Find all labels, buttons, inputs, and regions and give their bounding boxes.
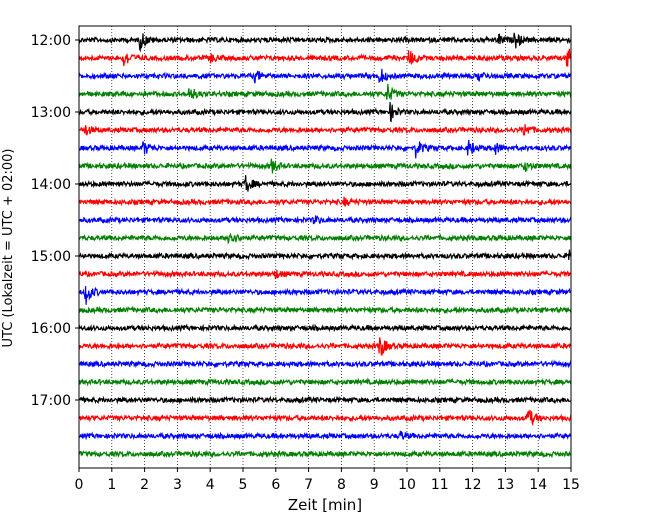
trace-1600 [78, 323, 572, 333]
trace-1615 [78, 337, 572, 356]
trace-1230 [78, 68, 572, 84]
trace-1300 [78, 101, 572, 123]
trace-1530 [78, 286, 572, 305]
x-tick-label: 3 [173, 477, 182, 493]
y-axis-ticks: 12:00 13:00 14:00 15:00 16:00 17:00 [31, 33, 79, 409]
trace-1630 [78, 359, 572, 369]
x-axis-label: Zeit [min] [288, 496, 362, 514]
x-tick-label: 8 [337, 477, 346, 493]
x-tick-label: 12 [464, 477, 482, 493]
trace-1430 [78, 215, 572, 225]
x-tick-label: 11 [431, 477, 449, 493]
trace-1200 [78, 32, 572, 53]
x-tick-label: 6 [271, 477, 280, 493]
x-tick-label: 2 [140, 477, 149, 493]
trace-group [78, 32, 572, 459]
y-tick-label: 17:00 [31, 393, 71, 409]
x-tick-label: 4 [206, 477, 215, 493]
trace-1315 [78, 124, 572, 136]
trace-1345 [78, 158, 572, 174]
trace-1445 [78, 232, 572, 245]
trace-1400 [78, 175, 572, 192]
x-tick-label: 10 [398, 477, 416, 493]
y-tick-label: 16:00 [31, 321, 71, 337]
trace-1730 [78, 430, 572, 441]
x-tick-label: 1 [107, 477, 116, 493]
trace-1245 [78, 83, 572, 100]
trace-1745 [78, 449, 572, 459]
x-tick-label: 9 [370, 477, 379, 493]
trace-1515 [78, 269, 572, 280]
plot-frame [78, 25, 572, 469]
y-tick-label: 12:00 [31, 33, 71, 49]
trace-1700 [78, 395, 572, 405]
trace-1330 [78, 139, 572, 159]
x-tick-label: 5 [239, 477, 248, 493]
y-tick-label: 15:00 [31, 249, 71, 265]
y-axis-label: UTC (Lokalzeit = UTC + 02:00) [1, 149, 16, 348]
x-tick-label: 14 [529, 477, 547, 493]
trace-1500 [78, 249, 572, 261]
trace-1545 [78, 305, 572, 315]
trace-1715 [78, 409, 572, 427]
trace-1645 [78, 377, 572, 387]
x-tick-label: 15 [562, 477, 580, 493]
y-tick-label: 14:00 [31, 177, 71, 193]
x-axis-ticks: 0 1 2 3 4 5 6 7 8 9 10 11 12 13 14 15 [75, 468, 580, 493]
x-tick-label: 13 [496, 477, 514, 493]
trace-1415 [78, 196, 572, 207]
x-tick-label: 7 [304, 477, 313, 493]
y-tick-label: 13:00 [31, 105, 71, 121]
x-tick-label: 0 [75, 477, 84, 493]
trace-1215 [78, 48, 572, 67]
